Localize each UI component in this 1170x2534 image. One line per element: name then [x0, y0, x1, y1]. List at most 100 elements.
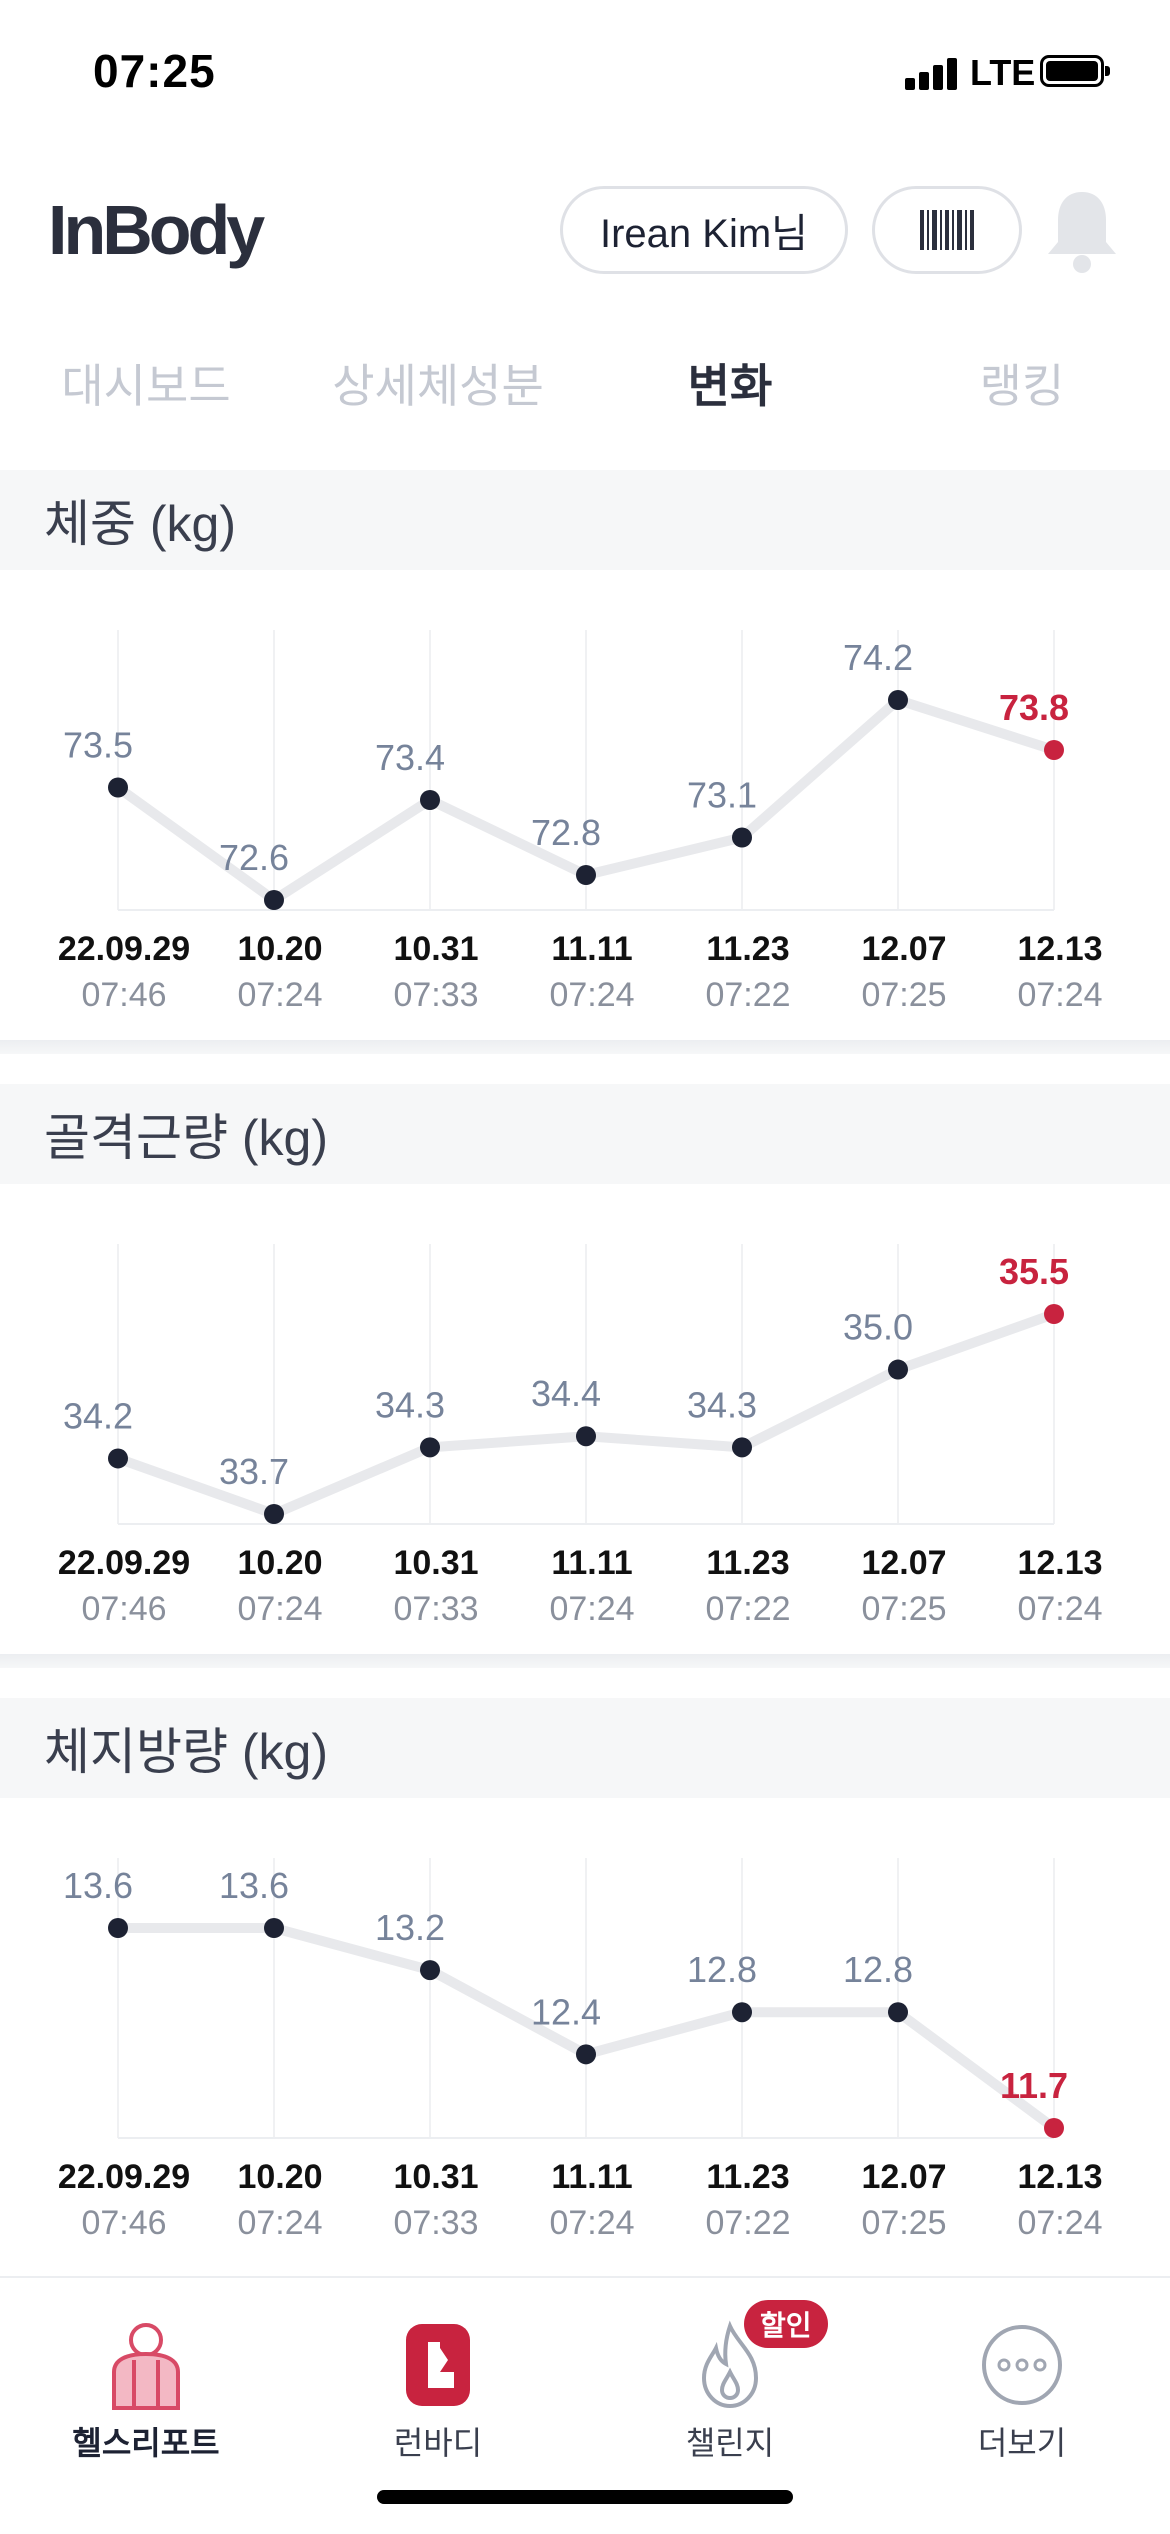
- chart-x-date-label: 11.11: [551, 1544, 632, 1582]
- chart-x-time-label: 07:24: [549, 1590, 634, 1628]
- chart-x-date-label: 12.07: [861, 1544, 946, 1582]
- fat-chart: 13.6 22.09.29 07:46 13.6 10.20 07:24 13.2 10.31…: [58, 1858, 1103, 2242]
- chart-point: [420, 1960, 440, 1981]
- chart-point: [420, 1437, 440, 1458]
- health-report-icon: [112, 2323, 180, 2410]
- chart-x-date-label: 11.11: [551, 930, 632, 968]
- chart-point: [264, 1504, 284, 1524]
- chart-value-label: 34.2: [63, 1395, 133, 1436]
- chart-x-time-label: 07:33: [393, 1590, 478, 1628]
- chart-x-time-label: 07:25: [861, 2204, 946, 2242]
- chart-x-time-label: 07:24: [237, 2204, 322, 2242]
- chart-x-time-label: 07:46: [81, 976, 166, 1014]
- home-indicator: [377, 2490, 793, 2504]
- chart-value-label: 12.4: [531, 1991, 601, 2032]
- chart-x-date-label: 10.31: [393, 930, 478, 968]
- chart-x-date-label: 22.09.29: [58, 1544, 190, 1582]
- nav-more-label: 더보기: [977, 2425, 1067, 2461]
- fat-section-header: 체지방량 (kg): [0, 1698, 1170, 1798]
- main-tabs: 대시보드 상세체성분 변화 랭킹: [0, 350, 1170, 440]
- barcode-button[interactable]: [872, 186, 1022, 274]
- chart-x-time-label: 07:33: [393, 2204, 478, 2242]
- tab-detailed-composition[interactable]: 상세체성분: [332, 360, 544, 412]
- chart-value-label: 12.8: [843, 1949, 913, 1990]
- status-time: 07:25: [93, 45, 216, 97]
- chart-point: [576, 865, 596, 885]
- chart-x-time-label: 07:25: [861, 976, 946, 1014]
- chart-point: [108, 777, 128, 798]
- chart-value-label: 13.6: [219, 1865, 289, 1906]
- chart-x-date-label: 10.20: [237, 2158, 322, 2196]
- chart-point: [888, 1359, 908, 1380]
- chart-point: [576, 1426, 596, 1447]
- chart-point: [576, 2044, 596, 2065]
- chart-value-label: 34.3: [375, 1384, 445, 1425]
- chart-value-label: 35.0: [843, 1307, 913, 1348]
- barcode-icon: [920, 210, 974, 250]
- nav-challenge-label: 챌린지: [685, 2425, 775, 2461]
- fat-section-title: 체지방량 (kg): [44, 1724, 328, 1780]
- signal-strength-icon: [905, 56, 959, 90]
- chart-x-time-label: 07:24: [1017, 2204, 1102, 2242]
- chart-x-time-label: 07:22: [705, 976, 790, 1014]
- chart-x-date-label: 12.07: [861, 2158, 946, 2196]
- chart-x-date-label: 12.13: [1017, 1544, 1102, 1582]
- chart-value-label: 73.1: [687, 775, 757, 816]
- chart-x-time-label: 07:22: [705, 2204, 790, 2242]
- user-profile-button[interactable]: Irean Kim님: [560, 186, 848, 274]
- chart-value-label: 72.6: [219, 837, 289, 878]
- chart-point: [888, 690, 908, 710]
- user-name-label: Irean Kim님: [600, 212, 808, 256]
- chart-point: [420, 790, 440, 810]
- chart-value-label: 72.8: [531, 812, 601, 853]
- notification-bell-icon[interactable]: [1044, 188, 1120, 274]
- chart-x-time-label: 07:46: [81, 2204, 166, 2242]
- muscle-section-title: 골격근량 (kg): [44, 1110, 328, 1166]
- chart-point: [1044, 1304, 1064, 1324]
- chart-x-date-label: 10.31: [393, 1544, 478, 1582]
- chart-point: [1044, 740, 1064, 760]
- challenge-flame-icon: [701, 2320, 759, 2409]
- chart-point: [1044, 2118, 1064, 2138]
- chart-point: [108, 1448, 128, 1469]
- chart-value-label: 33.7: [219, 1451, 289, 1492]
- chart-x-date-label: 11.11: [551, 2158, 632, 2196]
- chart-x-time-label: 07:33: [393, 976, 478, 1014]
- nav-health-report-label: 헬스리포트: [72, 2425, 220, 2461]
- nav-challenge[interactable]: 할인 챌린지: [584, 2278, 876, 2478]
- tab-dashboard[interactable]: 대시보드: [61, 360, 231, 412]
- runbody-icon: [406, 2324, 470, 2406]
- nav-health-report[interactable]: 헬스리포트: [0, 2278, 292, 2478]
- tab-ranking[interactable]: 랭킹: [979, 360, 1065, 412]
- chart-x-time-label: 07:25: [861, 1590, 946, 1628]
- chart-value-label: 13.2: [375, 1907, 445, 1948]
- chart-x-date-label: 10.31: [393, 2158, 478, 2196]
- chart-x-date-label: 10.20: [237, 1544, 322, 1582]
- nav-more[interactable]: 더보기: [876, 2278, 1168, 2478]
- chart-point: [264, 890, 284, 910]
- weight-chart: 73.5 22.09.29 07:46 72.6 10.20 07:24 73.4 10.31…: [58, 630, 1103, 1014]
- chart-x-date-label: 22.09.29: [58, 930, 190, 968]
- chart-value-label: 34.4: [531, 1373, 601, 1414]
- chart-x-time-label: 07:24: [1017, 1590, 1102, 1628]
- chart-x-date-label: 22.09.29: [58, 2158, 190, 2196]
- chart-x-date-label: 10.20: [237, 930, 322, 968]
- nav-runbody[interactable]: 런바디: [292, 2278, 584, 2478]
- weight-section-title: 체중 (kg): [44, 496, 236, 552]
- chart-value-label: 74.2: [843, 637, 913, 678]
- muscle-chart: 34.2 22.09.29 07:46 33.7 10.20 07:24 34.3 10.31…: [58, 1244, 1103, 1628]
- chart-x-date-label: 11.23: [706, 1544, 789, 1582]
- tab-changes[interactable]: 변화: [687, 360, 773, 412]
- chart-x-time-label: 07:22: [705, 1590, 790, 1628]
- chart-x-date-label: 11.23: [706, 930, 789, 968]
- chart-value-label: 11.7: [1000, 2065, 1068, 2106]
- chart-value-label: 35.5: [999, 1251, 1069, 1292]
- chart-x-time-label: 07:24: [549, 976, 634, 1014]
- chart-x-time-label: 07:24: [549, 2204, 634, 2242]
- discount-badge: 할인: [744, 2300, 828, 2348]
- chart-x-date-label: 12.13: [1017, 930, 1102, 968]
- chart-value-label: 13.6: [63, 1865, 133, 1906]
- section-divider: [0, 1654, 1170, 1668]
- chart-point: [732, 2002, 752, 2023]
- weight-section-header: 체중 (kg): [0, 470, 1170, 570]
